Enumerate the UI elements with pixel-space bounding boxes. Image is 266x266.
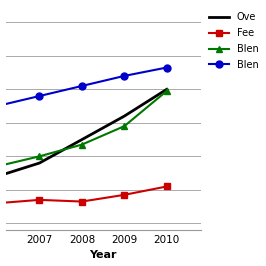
Fee xyxy=(165,185,168,188)
Legend: Ove, Fee, Blen, Blen: Ove, Fee, Blen, Blen xyxy=(207,10,260,72)
Blen xyxy=(123,124,126,128)
Blen xyxy=(165,66,168,69)
Fee xyxy=(38,198,41,201)
Line: Fee: Fee xyxy=(0,183,170,207)
X-axis label: Year: Year xyxy=(89,251,117,260)
Blen xyxy=(38,155,41,158)
Blen xyxy=(80,143,84,146)
Fee xyxy=(123,193,126,197)
Blen xyxy=(165,89,168,93)
Line: Ove: Ove xyxy=(0,89,167,176)
Line: Blen: Blen xyxy=(0,64,170,110)
Fee xyxy=(80,200,84,203)
Blen xyxy=(38,94,41,98)
Line: Blen: Blen xyxy=(0,88,170,170)
Blen xyxy=(123,74,126,77)
Blen xyxy=(80,84,84,88)
Ove xyxy=(80,138,84,141)
Ove xyxy=(123,115,126,118)
Ove xyxy=(38,161,41,165)
Ove xyxy=(165,88,168,91)
